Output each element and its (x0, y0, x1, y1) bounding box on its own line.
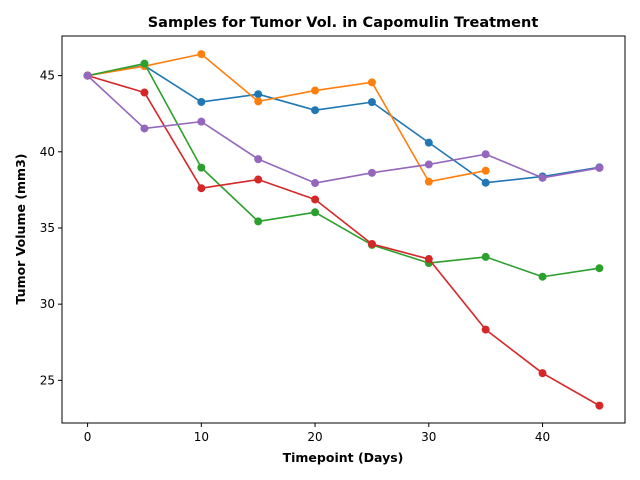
series-line (87, 64, 600, 184)
data-point (481, 150, 490, 159)
x-tick-label: 20 (307, 430, 322, 444)
data-point (254, 217, 263, 226)
data-point (197, 97, 206, 106)
data-point (367, 168, 376, 177)
x-axis-ticks: 0 10 20 30 40 (84, 423, 550, 444)
x-tick-label: 40 (535, 430, 550, 444)
series-line (87, 74, 600, 407)
y-tick-label: 25 (40, 373, 55, 387)
data-point (311, 208, 320, 217)
data-point (197, 163, 206, 172)
data-point (424, 177, 433, 186)
data-point (83, 71, 92, 80)
data-point (424, 160, 433, 169)
y-tick-label: 30 (40, 297, 55, 311)
x-axis-label: Timepoint (Days) (283, 450, 404, 465)
series-5 (83, 71, 604, 188)
data-point (311, 179, 320, 188)
data-point (367, 98, 376, 107)
data-point (311, 86, 320, 95)
x-tick-label: 30 (421, 430, 436, 444)
data-point (367, 78, 376, 87)
data-point (595, 163, 604, 172)
plot-frame (61, 35, 626, 424)
x-tick-label: 10 (194, 430, 209, 444)
data-point (197, 117, 206, 126)
y-tick-label: 35 (40, 221, 55, 235)
data-point (311, 106, 320, 115)
data-point (254, 90, 263, 99)
data-point (140, 88, 149, 97)
y-tick-label: 40 (40, 145, 55, 159)
data-point (254, 155, 263, 164)
series-line (87, 62, 600, 278)
series-4 (83, 71, 604, 410)
y-axis-ticks: 25 30 35 40 45 (40, 69, 62, 387)
data-point (538, 369, 547, 378)
data-point (367, 239, 376, 248)
data-point (424, 138, 433, 147)
data-point (595, 264, 604, 273)
data-point (595, 401, 604, 410)
data-point (197, 50, 206, 59)
data-point (311, 195, 320, 204)
data-point (424, 255, 433, 264)
plot-marks (83, 50, 604, 410)
y-tick-label: 45 (40, 69, 55, 83)
chart-title: Samples for Tumor Vol. in Capomulin Trea… (148, 15, 539, 31)
series-line (87, 75, 600, 184)
x-tick-label: 0 (84, 430, 92, 444)
data-point (140, 124, 149, 133)
y-axis-label: Tumor Volume (mm3) (13, 154, 28, 305)
data-point (481, 325, 490, 334)
data-point (538, 173, 547, 182)
data-point (538, 272, 547, 281)
data-point (197, 184, 206, 193)
data-point (481, 178, 490, 187)
data-point (481, 166, 490, 175)
data-point (140, 59, 149, 68)
data-point (254, 175, 263, 184)
data-point (481, 252, 490, 261)
data-point (254, 97, 263, 106)
